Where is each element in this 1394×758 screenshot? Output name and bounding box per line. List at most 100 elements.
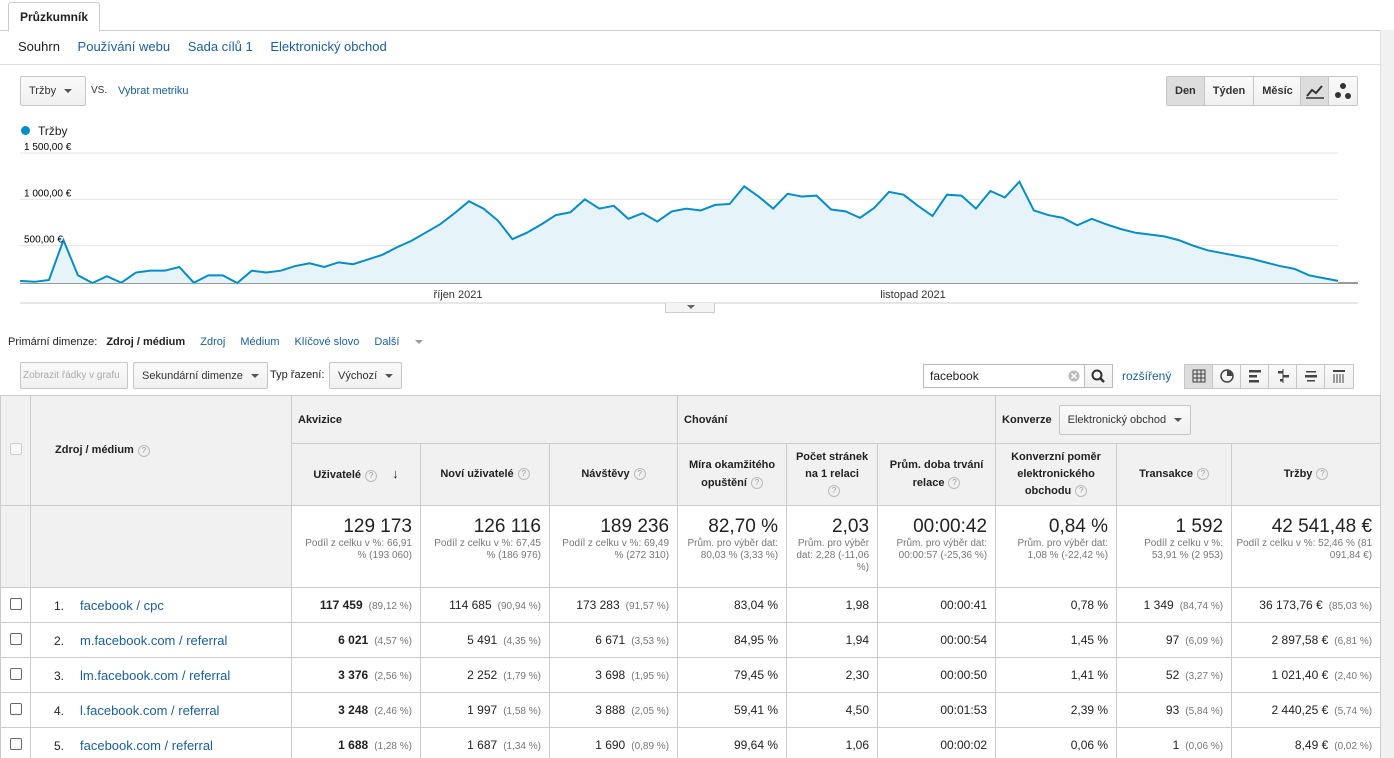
row-index: 4. [54,703,65,718]
dim-more[interactable]: Další [374,336,435,348]
pie-view-icon[interactable] [1213,365,1241,388]
col-avg-session-duration[interactable]: Prům. doba trvání relace? [877,443,997,506]
row-source-link[interactable]: facebook.com / referral [80,737,213,753]
help-icon[interactable]: ? [750,476,763,489]
row-source-cell: 1. facebook / cpc [30,587,292,623]
choose-metric-link[interactable]: Vybrat metriku [118,85,189,97]
subtab-site-usage[interactable]: Používání webu [77,39,171,54]
row-bounce: 99,64 % [677,727,788,758]
row-checkbox[interactable] [9,667,22,680]
total-revenue: 42 541,48 € Podíl z celku v %: 52,46 % (8… [1231,505,1382,588]
row-transactions: 93 (5,84 %) [1116,692,1233,728]
row-source-link[interactable]: lm.facebook.com / referral [80,667,231,683]
subtab-goal-set[interactable]: Sada cílů 1 [187,39,253,54]
dim-source-medium[interactable]: Zdroj / médium [106,336,186,348]
row-revenue: 36 173,76 € (85,03 %) [1231,587,1382,623]
granularity-month[interactable]: Měsíc [1254,77,1301,105]
col-users[interactable]: Uživatelé? ↓ [291,443,421,506]
col-new-users[interactable]: Noví uživatelé? [420,443,550,506]
row-transactions: 1 349 (84,74 %) [1116,587,1233,623]
help-icon[interactable]: ? [828,485,841,498]
row-checkbox-cell [0,622,31,658]
help-icon[interactable]: ? [517,468,530,481]
col-bounce-rate[interactable]: Míra okamžitého opuštění? [677,443,788,506]
dim-source[interactable]: Zdroj [200,336,226,348]
row-conversion: 1,45 % [995,622,1118,658]
granularity-day[interactable]: Den [1167,77,1205,105]
row-checkbox[interactable] [9,737,22,750]
row-bounce: 59,41 % [677,692,788,728]
row-revenue: 2 897,58 € (6,81 %) [1231,622,1382,658]
subtab-summary[interactable]: Souhrn [18,39,60,54]
col-pages-per-session[interactable]: Počet stránek na 1 relaci? [786,443,879,506]
subtab-ecommerce[interactable]: Elektronický obchod [270,39,387,54]
clear-icon[interactable] [1068,370,1080,382]
row-index: 1. [54,598,65,613]
row-transactions: 97 (6,09 %) [1116,622,1233,658]
pivot-view-icon[interactable] [1325,365,1353,388]
search-input[interactable]: facebook [923,364,1085,388]
dim-keyword[interactable]: Klíčové slovo [294,336,360,348]
table-row: 5. facebook.com / referral 1 688 (1,28 %) … [0,727,1382,758]
comparison-view-icon[interactable] [1269,365,1297,388]
search-button[interactable] [1084,364,1113,388]
row-source-link[interactable]: l.facebook.com / referral [80,702,220,718]
table-view-icon[interactable] [1185,365,1213,388]
sort-label: Typ řazení: [270,369,325,381]
help-icon[interactable]: ? [1075,485,1088,498]
row-visits: 6 671 (3,53 %) [548,622,679,658]
col-revenue[interactable]: Tržby? [1231,443,1382,506]
advanced-filter-link[interactable]: rozšířený [1122,369,1172,383]
chevron-down-icon [64,89,73,94]
row-source-link[interactable]: m.facebook.com / referral [80,632,228,648]
metric-select[interactable]: Tržby [20,76,86,106]
line-chart-icon[interactable] [1301,77,1329,105]
help-icon[interactable]: ? [633,468,646,481]
row-duration: 00:00:50 [877,657,997,693]
row-users: 3 376 (2,56 %) [291,657,421,693]
show-rows-button[interactable]: Zobrazit řádky v grafu [20,362,128,389]
search-icon [1091,369,1105,383]
granularity-week[interactable]: Týden [1204,77,1255,105]
table-row: 3. lm.facebook.com / referral 3 376 (2,56 … [0,657,1382,693]
row-source-cell: 4. l.facebook.com / referral [30,692,292,728]
row-visits: 3 698 (1,95 %) [548,657,679,693]
tab-explorer[interactable]: Průzkumník [8,2,101,32]
table-row: 2. m.facebook.com / referral 6 021 (4,57 %… [0,622,1382,658]
bar-view-icon[interactable] [1241,365,1269,388]
sort-select[interactable]: Výchozí [329,362,403,389]
row-duration: 00:00:02 [877,727,997,758]
help-icon[interactable]: ? [137,444,150,457]
conversion-type-select[interactable]: Elektronický obchod [1058,404,1192,435]
row-users: 117 459 (89,12 %) [291,587,421,623]
dim-medium[interactable]: Médium [240,336,280,348]
select-all-checkbox[interactable] [9,443,22,455]
row-checkbox[interactable] [9,597,22,610]
help-icon[interactable]: ? [365,469,378,482]
collapse-chart-handle[interactable] [665,303,715,313]
source-medium-header[interactable]: Zdroj / médium? [30,395,292,506]
x-tick-label: říjen 2021 [434,289,483,301]
row-conversion: 0,78 % [995,587,1118,623]
revenue-chart: 1 500,00 € 1 000,00 € 500,00 € říjen 2021 l… [19,142,1358,304]
col-ecommerce-conversion-rate[interactable]: Konverzní poměr elektronického obchodu? [995,443,1118,506]
col-transactions[interactable]: Transakce? [1116,443,1233,506]
y-tick-label: 1 000,00 € [24,188,72,199]
help-icon[interactable]: ? [1196,468,1209,481]
row-source-link[interactable]: facebook / cpc [80,597,164,613]
row-checkbox[interactable] [9,702,22,715]
granularity-toggle: Den Týden Měsíc [1166,76,1302,106]
row-checkbox-cell [0,587,31,623]
term-cloud-icon[interactable] [1297,365,1325,388]
row-source-cell: 3. lm.facebook.com / referral [30,657,292,693]
total-visits: 189 236 Podíl z celku v %: 69,49 % (272 3… [548,505,679,588]
row-new-users: 5 491 (4,35 %) [420,622,550,658]
help-icon[interactable]: ? [948,476,961,489]
secondary-dimension-select[interactable]: Sekundární dimenze [133,362,268,389]
row-checkbox[interactable] [9,632,22,645]
group-behavior: Chování [677,395,997,444]
motion-chart-icon[interactable] [1329,77,1357,105]
vertical-scrollbar[interactable] [1380,30,1394,758]
help-icon[interactable]: ? [1316,468,1329,481]
col-visits[interactable]: Návštěvy? [548,443,679,506]
